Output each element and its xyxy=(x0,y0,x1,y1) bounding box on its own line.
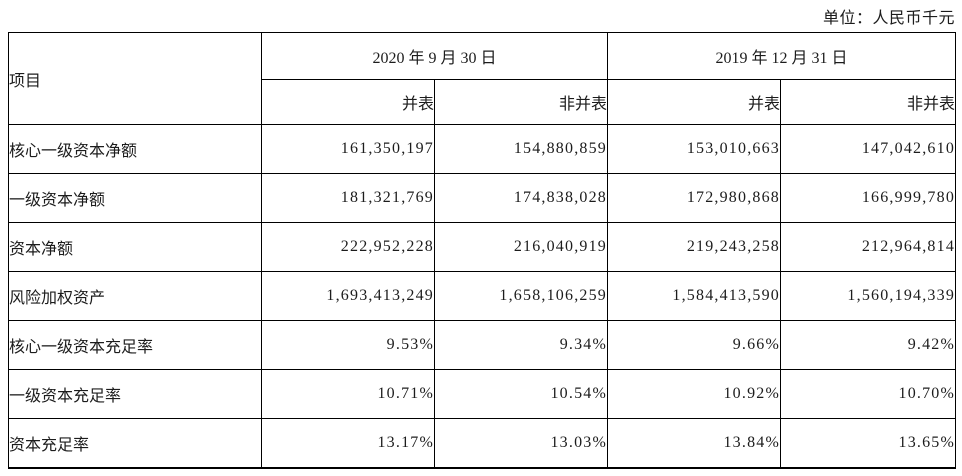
cell-value: 174,838,028 xyxy=(433,173,609,223)
cell-value: 10.92% xyxy=(607,369,782,419)
table-row-tier1-net-capital: 一级资本净额 181,321,769 174,838,028 172,980,8… xyxy=(8,173,957,223)
table-row-risk-weighted-assets: 风险加权资产 1,693,413,249 1,658,106,259 1,584… xyxy=(8,271,957,321)
table-row-capital-ratio: 资本充足率 13.17% 13.03% 13.84% 13.65% xyxy=(8,418,957,469)
header-item: 项目 xyxy=(8,32,262,125)
cell-value: 13.03% xyxy=(433,418,609,469)
row-label: 资本充足率 xyxy=(8,418,262,469)
header-consolidated-2020: 并表 xyxy=(261,79,435,125)
row-label: 一级资本充足率 xyxy=(8,369,262,419)
cell-value: 9.34% xyxy=(433,320,609,370)
header-row-scope: 并表 非并表 并表 非并表 xyxy=(9,79,957,125)
row-label: 核心一级资本充足率 xyxy=(8,320,262,370)
cell-value: 161,350,197 xyxy=(261,124,435,174)
cell-value: 181,321,769 xyxy=(261,173,435,223)
cell-value: 9.42% xyxy=(780,320,957,370)
header-unconsolidated-2019: 非并表 xyxy=(780,79,957,125)
cell-value: 172,980,868 xyxy=(607,173,782,223)
cell-value: 10.54% xyxy=(433,369,609,419)
capital-adequacy-table: 项目 2020 年 9 月 30 日 2019 年 12 月 31 日 并表 非… xyxy=(8,32,957,469)
row-label: 一级资本净额 xyxy=(8,173,262,223)
cell-value: 212,964,814 xyxy=(780,222,957,272)
cell-value: 10.70% xyxy=(780,369,957,419)
cell-value: 9.53% xyxy=(261,320,435,370)
cell-value: 147,042,610 xyxy=(780,124,957,174)
cell-value: 13.84% xyxy=(607,418,782,469)
cell-value: 13.65% xyxy=(780,418,957,469)
cell-value: 1,560,194,339 xyxy=(780,271,957,321)
header-row-dates: 项目 2020 年 9 月 30 日 2019 年 12 月 31 日 xyxy=(8,32,957,125)
table-row-tier1-ratio: 一级资本充足率 10.71% 10.54% 10.92% 10.70% xyxy=(8,369,957,419)
unit-note: 单位：人民币千元 xyxy=(822,10,955,27)
table-row-cet1-net-capital: 核心一级资本净额 161,350,197 154,880,859 153,010… xyxy=(8,124,957,174)
cell-value: 219,243,258 xyxy=(607,222,782,272)
cell-value: 153,010,663 xyxy=(607,124,782,174)
table-row-cet1-ratio: 核心一级资本充足率 9.53% 9.34% 9.66% 9.42% xyxy=(8,320,957,370)
row-label: 核心一级资本净额 xyxy=(8,124,262,174)
cell-value: 154,880,859 xyxy=(433,124,609,174)
cell-value: 9.66% xyxy=(607,320,782,370)
cell-value: 10.71% xyxy=(261,369,435,419)
cell-value: 216,040,919 xyxy=(433,222,609,272)
header-date-2020: 2020 年 9 月 30 日 xyxy=(260,32,609,80)
cell-value: 166,999,780 xyxy=(780,173,957,223)
cell-value: 1,658,106,259 xyxy=(433,271,609,321)
table-row-net-capital: 资本净额 222,952,228 216,040,919 219,243,258… xyxy=(8,222,957,272)
cell-value: 1,584,413,590 xyxy=(607,271,782,321)
header-date-2019: 2019 年 12 月 31 日 xyxy=(607,32,957,80)
row-label: 资本净额 xyxy=(8,222,262,272)
header-consolidated-2019: 并表 xyxy=(607,79,782,125)
cell-value: 13.17% xyxy=(261,418,435,469)
row-label: 风险加权资产 xyxy=(8,271,262,321)
header-unconsolidated-2020: 非并表 xyxy=(433,79,609,125)
cell-value: 222,952,228 xyxy=(261,222,435,272)
cell-value: 1,693,413,249 xyxy=(261,271,435,321)
